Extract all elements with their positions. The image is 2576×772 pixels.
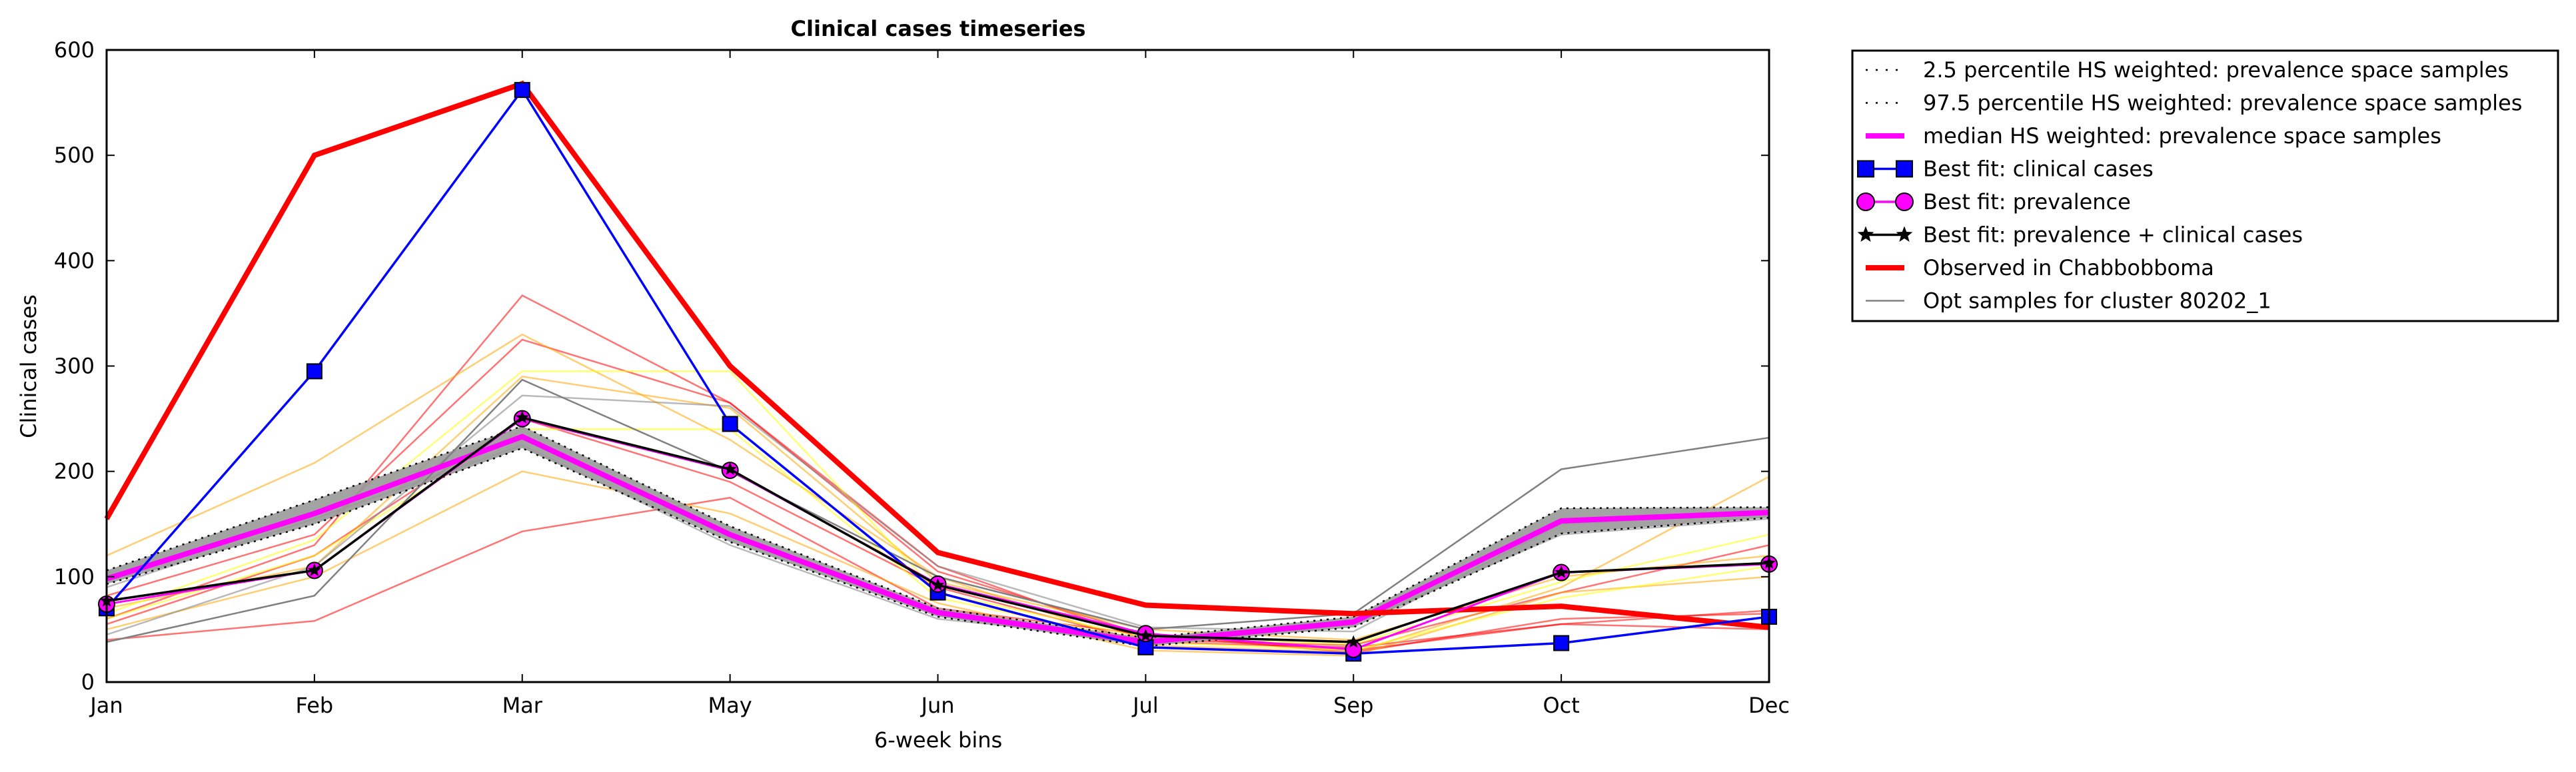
y-tick-label-3: 300 [54,354,95,379]
sample-line-2 [106,338,1770,653]
legend-marker-4-0 [1856,193,1875,211]
legend-label-5: Best fit: prevalence + clinical cases [1923,222,2303,248]
combined-fit-marker-1 [308,564,321,576]
combined-fit-marker-4 [931,578,945,591]
legend-label-4: Best fit: prevalence [1923,189,2131,214]
legend-box [1851,49,2559,322]
y-axis-label: Clinical cases [16,294,41,438]
x-tick-label-6: Sep [1333,693,1373,718]
y-tick-label-5: 500 [54,143,95,168]
clinical-fit-marker-3 [722,416,738,432]
legend-marker-5-0 [1857,226,1874,242]
upper-percentile-line [106,425,1770,639]
lower-percentile-line [106,447,1770,647]
legend-marker-4-1 [1895,193,1914,211]
x-tick-label-0: Jan [89,693,123,718]
observed-line [104,80,1770,630]
y-tick-label-6: 600 [54,37,95,63]
combined-fit-marker-3 [723,462,737,475]
clinical-fit-marker-2 [514,82,530,99]
median-line [105,434,1770,645]
x-axis-label: 6-week bins [874,727,1002,753]
x-tick-label-2: Mar [502,693,543,718]
x-tick-label-5: Jul [1131,693,1159,718]
y-tick-label-1: 100 [54,564,95,589]
legend-label-0: 2.5 percentile HS weighted: prevalence s… [1923,57,2509,83]
y-tick-label-2: 200 [54,459,95,484]
combined-fit-marker-6 [1347,635,1361,648]
y-tick-label-4: 400 [54,248,95,273]
combined-fit-marker-5 [1139,629,1153,641]
sample-line-0 [106,496,1770,651]
combined-fit-marker-2 [515,410,529,424]
legend-label-6: Observed in Chabbobboma [1923,255,2214,280]
clinical-fit-marker-7 [1553,635,1570,651]
legend-marker-3-1 [1896,160,1913,178]
legend-label-3: Best fit: clinical cases [1923,157,2154,182]
legend-label-7: Opt samples for cluster 80202_1 [1923,288,2271,314]
legend-label-1: 97.5 percentile HS weighted: prevalence … [1923,91,2522,116]
sample-line-6 [106,470,1770,657]
x-tick-label-4: Jun [920,693,955,718]
clinical-fit-line [105,87,1770,655]
legend-marker-5-1 [1896,226,1913,242]
x-tick-label-7: Oct [1543,693,1579,718]
legend-label-2: median HS weighted: prevalence space sam… [1923,123,2441,149]
combined-fit-marker-7 [1555,566,1568,578]
x-tick-label-3: May [708,693,752,718]
clinical-fit-marker-1 [306,363,322,380]
plot-area [98,80,1778,662]
x-tick-label-8: Dec [1748,693,1790,718]
chart-title: Clinical cases timeseries [791,16,1086,41]
legend-marker-3-0 [1857,160,1874,178]
legend: 2.5 percentile HS weighted: prevalence s… [1851,49,2559,322]
y-tick-label-0: 0 [81,669,95,695]
x-tick-label-1: Feb [296,693,334,718]
